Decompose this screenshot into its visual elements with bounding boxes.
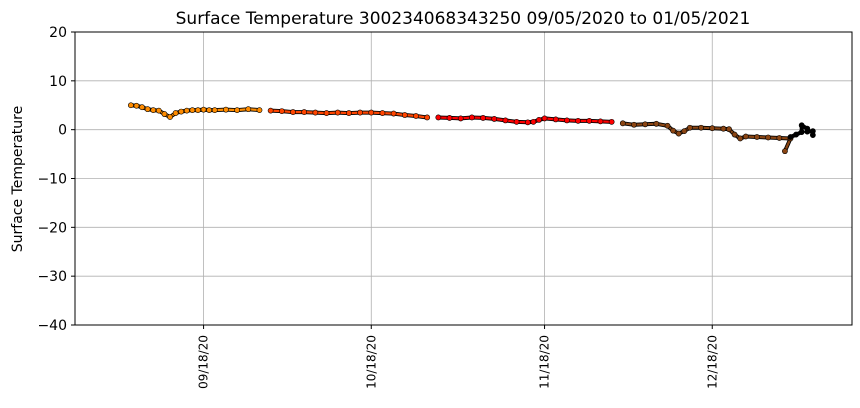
- data-point: [793, 131, 800, 138]
- data-point: [211, 107, 218, 114]
- chart-title: Surface Temperature 300234068343250 09/0…: [176, 9, 751, 29]
- data-point: [127, 102, 134, 109]
- data-point: [530, 118, 537, 125]
- data-point: [290, 109, 296, 115]
- data-point: [446, 115, 453, 121]
- data-point: [172, 110, 179, 116]
- data-point: [234, 107, 241, 114]
- data-point: [189, 107, 196, 114]
- data-point: [709, 125, 716, 132]
- data-point: [161, 111, 168, 117]
- x-tick-label: 09/18/20: [197, 335, 211, 389]
- data-point: [183, 107, 190, 114]
- data-point: [698, 124, 704, 131]
- y-tick-label: −20: [37, 220, 67, 236]
- data-point: [178, 108, 185, 115]
- data-point: [765, 134, 772, 141]
- data-points: [127, 102, 816, 155]
- y-tick-label: −40: [37, 318, 67, 334]
- data-point: [670, 127, 677, 134]
- data-point: [424, 114, 431, 121]
- data-point: [312, 109, 319, 116]
- data-point: [681, 128, 688, 135]
- y-axis-ticks: 20 10 0 −10 −20 −30 −40: [37, 25, 75, 334]
- data-point: [536, 117, 542, 123]
- data-point: [631, 121, 637, 128]
- data-point: [267, 107, 274, 114]
- data-point: [368, 109, 375, 116]
- data-point: [742, 133, 749, 140]
- data-point: [552, 116, 559, 123]
- data-point: [642, 121, 649, 128]
- data-point: [564, 117, 570, 124]
- data-point: [524, 119, 531, 126]
- data-point: [597, 118, 604, 125]
- data-point: [334, 109, 341, 116]
- x-tick-label: 12/18/20: [705, 335, 719, 389]
- data-point: [390, 110, 397, 117]
- data-point: [664, 122, 671, 129]
- data-point: [798, 122, 805, 129]
- grid-lines: [75, 31, 852, 326]
- data-point: [346, 110, 352, 116]
- data-point: [619, 120, 626, 127]
- y-tick-label: −30: [37, 269, 67, 285]
- data-point: [357, 109, 363, 116]
- x-axis-ticks: 09/18/20 10/18/20 11/18/20 12/18/20: [197, 325, 719, 389]
- data-point: [150, 107, 157, 114]
- x-tick-label: 10/18/20: [364, 335, 378, 389]
- data-point: [167, 114, 173, 120]
- data-point: [223, 106, 229, 113]
- data-point: [245, 106, 252, 113]
- y-axis-label: Surface Temperature: [10, 106, 26, 252]
- data-point: [413, 113, 419, 119]
- data-point: [809, 132, 816, 138]
- data-point: [737, 135, 744, 142]
- data-point: [754, 134, 760, 140]
- data-point: [653, 120, 660, 127]
- y-tick-label: 20: [49, 25, 67, 41]
- y-tick-label: −10: [37, 172, 67, 188]
- data-point: [804, 128, 811, 135]
- data-point: [200, 106, 207, 113]
- data-point: [782, 148, 788, 155]
- data-point: [776, 135, 783, 141]
- data-point: [379, 110, 386, 116]
- data-point: [491, 116, 498, 122]
- data-point: [278, 108, 285, 115]
- data-point: [787, 134, 794, 140]
- data-point: [256, 107, 263, 114]
- data-point: [686, 124, 693, 131]
- data-point: [586, 117, 593, 124]
- data-point: [139, 104, 145, 111]
- data-point: [720, 125, 727, 132]
- data-point: [513, 118, 520, 125]
- data-point: [133, 102, 140, 109]
- y-tick-label: 0: [58, 123, 67, 139]
- data-point: [675, 130, 682, 137]
- data-point: [541, 115, 548, 122]
- y-tick-label: 10: [49, 74, 67, 90]
- data-point: [144, 106, 151, 113]
- data-point: [575, 117, 581, 124]
- x-tick-label: 11/18/20: [538, 335, 552, 389]
- data-point: [206, 107, 213, 114]
- data-point: [323, 110, 330, 116]
- data-point: [608, 118, 615, 125]
- data-point: [195, 107, 201, 114]
- data-point: [457, 115, 464, 122]
- data-point: [731, 131, 738, 138]
- data-point: [155, 107, 162, 114]
- data-point: [401, 112, 408, 118]
- data-point: [726, 126, 732, 133]
- data-point: [502, 117, 509, 124]
- data-point: [301, 109, 308, 115]
- data-point: [435, 114, 442, 121]
- data-point: [468, 114, 475, 121]
- data-point: [798, 129, 805, 136]
- data-point: [480, 115, 486, 121]
